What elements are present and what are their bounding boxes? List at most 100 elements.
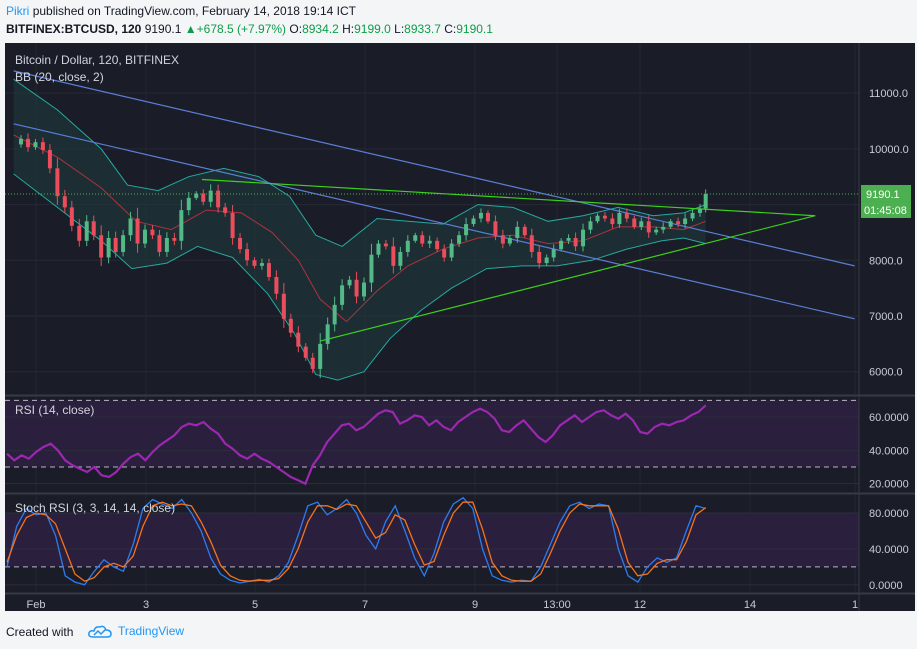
stoch-line-blue	[6, 496, 706, 586]
candle-down	[529, 235, 534, 252]
candle-up	[559, 240, 564, 250]
close-label: C:	[444, 22, 457, 36]
price-tick-label: 7000.0	[869, 311, 903, 323]
last-price: 9190.1	[144, 22, 182, 36]
stoch-title: Stoch RSI (3, 3, 14, 14, close)	[15, 501, 175, 515]
candle-up	[398, 251, 403, 266]
candle-up	[106, 238, 111, 258]
candle-down	[646, 221, 651, 233]
trendline-blue-upper	[13, 70, 855, 267]
candle-down	[91, 221, 96, 236]
candle-down	[310, 357, 315, 369]
candle-up	[179, 210, 184, 241]
candle-up	[362, 282, 367, 297]
candle-down	[245, 249, 250, 261]
price-pane[interactable]	[5, 43, 859, 592]
candle-down	[442, 249, 447, 258]
symbol-label: BITFINEX:BTCUSD, 120	[6, 22, 142, 36]
candle-down	[303, 346, 308, 358]
bollinger-upper-line	[13, 78, 706, 247]
time-tick-label: 14	[744, 599, 756, 611]
candle-down	[624, 212, 629, 219]
last-price-label: 9190.1	[866, 189, 900, 201]
candle-up	[194, 193, 199, 198]
candle-up	[33, 142, 38, 148]
trendline-blue-lower	[13, 123, 855, 320]
time-tick-label: 1	[852, 599, 858, 611]
stoch-tick-label: 0.0000	[869, 580, 903, 592]
candle-down	[150, 229, 155, 236]
publish-line: Pikri published on TradingView.com, Febr…	[6, 4, 356, 18]
candle-up	[697, 208, 702, 213]
time-tick-label: 12	[634, 599, 646, 611]
candle-down	[296, 332, 301, 347]
countdown-label: 01:45:08	[864, 205, 907, 217]
candle-up	[566, 238, 571, 241]
candle-up	[340, 285, 345, 305]
rsi-line	[6, 404, 707, 486]
candle-down	[238, 238, 243, 250]
candle-down	[493, 221, 498, 236]
candle-up	[164, 238, 169, 252]
stoch-tick-label: 40.0000	[869, 544, 909, 556]
stoch-rsi-pane[interactable]	[5, 496, 859, 586]
candle-up	[405, 240, 410, 252]
author-link[interactable]: Pikri	[6, 4, 30, 18]
chart-area[interactable]: 11000.010000.09000.08000.07000.06000.091…	[5, 43, 915, 611]
candle-down	[26, 138, 31, 148]
rsi-tick-label: 60.0000	[869, 412, 909, 424]
change-up-icon: ▲	[184, 22, 197, 36]
price-tick-label: 10000.0	[869, 144, 909, 156]
candle-down	[391, 246, 396, 266]
candle-up	[449, 243, 454, 258]
close-value: 9190.1	[456, 22, 493, 36]
candle-down	[223, 207, 228, 213]
candle-down	[676, 221, 681, 225]
candle-up	[84, 221, 89, 241]
chart-canvas[interactable]: 11000.010000.09000.08000.07000.06000.091…	[5, 43, 915, 611]
candle-down	[522, 226, 527, 236]
candle-up	[639, 221, 644, 227]
candle-up	[464, 224, 469, 236]
price-tick-label: 8000.0	[869, 255, 903, 267]
rsi-tick-label: 40.0000	[869, 445, 909, 457]
axes: 11000.010000.09000.08000.07000.06000.091…	[5, 43, 915, 611]
created-with-text: Created with	[6, 625, 74, 639]
candle-up	[208, 190, 213, 202]
candle-down	[266, 263, 271, 277]
candle-down	[573, 238, 578, 247]
chart-labels: Feb 3 5 7 9 13:00 12 14 1 Bitcoin / Dollar, 120, …	[15, 53, 858, 611]
candle-up	[471, 218, 476, 225]
candle-down	[354, 279, 359, 297]
tradingview-logo-link[interactable]: TradingView	[88, 622, 184, 640]
candle-up	[544, 257, 549, 264]
candle-down	[135, 218, 140, 244]
bollinger-basis-line	[13, 134, 706, 323]
time-tick-label: 3	[143, 599, 149, 611]
rsi-pane[interactable]	[5, 399, 859, 486]
candle-up	[581, 229, 586, 247]
time-tick-label: Feb	[27, 599, 46, 611]
trendline-green-upper	[201, 178, 816, 217]
candle-down	[230, 212, 235, 238]
candle-up	[376, 243, 381, 255]
symbol-line: BITFINEX:BTCUSD, 120 9190.1 ▲+678.5 (+7.…	[6, 22, 493, 36]
candle-up	[332, 304, 337, 325]
time-tick-label: 9	[472, 599, 478, 611]
price-axis-background	[859, 43, 915, 611]
cloud-icon	[88, 625, 112, 638]
candle-down	[113, 238, 118, 252]
candle-down	[172, 238, 177, 241]
rsi-band-fill	[5, 400, 859, 467]
candle-up	[259, 263, 264, 266]
stoch-line-orange	[6, 501, 707, 582]
candle-down	[62, 196, 67, 208]
candle-down	[99, 235, 104, 258]
high-label: H:	[342, 22, 355, 36]
change-value: +678.5 (+7.97%)	[196, 22, 287, 36]
candle-up	[318, 343, 323, 369]
candle-up	[369, 254, 374, 283]
candle-down	[69, 207, 74, 226]
open-value: 8934.2	[302, 22, 339, 36]
candle-down	[252, 260, 257, 266]
